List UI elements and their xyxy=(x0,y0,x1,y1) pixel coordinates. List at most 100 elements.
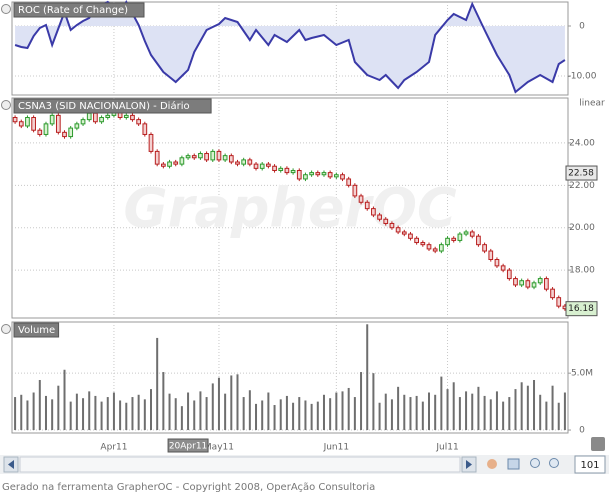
volume-bar xyxy=(329,398,332,431)
candle-body xyxy=(556,297,562,307)
candle-body xyxy=(321,172,327,176)
volume-bar xyxy=(483,395,486,431)
volume-bar xyxy=(335,392,338,431)
candle-body xyxy=(142,123,148,135)
volume-bar xyxy=(557,402,560,431)
candle-body xyxy=(74,123,80,129)
corner-button[interactable] xyxy=(591,437,605,451)
volume-bar xyxy=(526,385,529,431)
candle-body xyxy=(80,119,86,125)
candle-body xyxy=(12,116,18,123)
volume-bar xyxy=(32,392,35,431)
candle-body xyxy=(303,174,308,180)
candle-body xyxy=(99,116,104,123)
tool-icon[interactable] xyxy=(487,459,497,469)
volume-bar xyxy=(409,397,412,431)
candle-body xyxy=(414,237,419,244)
volume-bar xyxy=(495,391,498,431)
candle-body xyxy=(130,114,135,121)
volume-bar xyxy=(316,401,319,431)
volume-bar xyxy=(415,395,418,431)
scale-label: linear xyxy=(579,99,605,109)
zoom-in[interactable] xyxy=(530,458,540,468)
candle-body xyxy=(25,116,30,127)
candle-body xyxy=(185,155,191,159)
tool-icon[interactable] xyxy=(507,458,520,470)
toolbar xyxy=(487,458,559,470)
y-tick-label: 22.00 xyxy=(569,181,595,191)
candle-body xyxy=(216,150,222,161)
candle-body xyxy=(228,155,234,163)
candle-body xyxy=(49,114,55,125)
volume-bar xyxy=(434,394,437,431)
zoom-out[interactable] xyxy=(549,458,559,468)
candle-body xyxy=(191,155,197,159)
panel-title: CSNA3 (SID NACIONALON) - Diário xyxy=(18,100,190,112)
volume-bar xyxy=(20,394,23,431)
volume-bar xyxy=(446,389,449,431)
candle-body xyxy=(55,114,61,133)
volume-bar xyxy=(347,387,350,431)
volume-bar xyxy=(143,399,146,431)
volume-bar xyxy=(211,383,214,431)
volume-bar xyxy=(285,395,288,431)
candle-body xyxy=(506,269,512,280)
volume-bar xyxy=(106,397,109,431)
volume-bar xyxy=(551,385,554,431)
volume-bar xyxy=(94,395,97,431)
volume-bar xyxy=(378,402,381,431)
volume-bar xyxy=(224,393,227,431)
candle-body xyxy=(519,280,525,286)
x-tick-label: Jun11 xyxy=(323,443,350,453)
volume-panel xyxy=(11,321,569,434)
price-marker xyxy=(565,301,598,317)
volume-bar xyxy=(174,398,177,431)
candle-body xyxy=(259,163,265,169)
price-marker-label: 16.18 xyxy=(568,304,594,314)
zoom-box[interactable] xyxy=(574,455,606,474)
candle-body xyxy=(86,112,92,121)
volume-bar xyxy=(397,386,400,431)
volume-bar xyxy=(390,399,393,431)
volume-bar xyxy=(360,372,363,431)
candle-body xyxy=(401,231,407,235)
price-panel xyxy=(11,97,569,319)
volume-bar xyxy=(236,374,239,431)
volume-bar xyxy=(428,392,430,431)
volume-bar xyxy=(545,401,548,431)
volume-bar xyxy=(193,400,196,431)
panel-title-box xyxy=(13,2,145,18)
candle-body xyxy=(445,237,450,246)
volume-bar xyxy=(353,397,356,431)
candle-body xyxy=(31,116,36,131)
candle-body xyxy=(383,218,389,224)
candle-body xyxy=(278,167,284,171)
panel-button[interactable] xyxy=(1,324,11,334)
candle-body xyxy=(395,227,401,233)
panel-button[interactable] xyxy=(1,100,11,110)
x-tick-label: Jul11 xyxy=(435,443,458,453)
panel-title: Volume xyxy=(18,325,55,336)
candle-body xyxy=(488,250,494,261)
candle-body xyxy=(389,222,395,229)
volume-bar xyxy=(63,369,66,431)
zoom-value: 101 xyxy=(580,460,599,471)
candle-body xyxy=(513,278,518,286)
watermark: GrapherOC xyxy=(123,177,457,240)
candle-body xyxy=(222,155,228,161)
scroll-track[interactable] xyxy=(19,456,461,473)
volume-bar xyxy=(489,399,492,431)
volume-bar xyxy=(57,385,60,431)
volume-bar xyxy=(88,391,91,431)
panel-button[interactable] xyxy=(1,4,11,14)
volume-bar xyxy=(205,397,208,431)
y-tick-label: -10.00 xyxy=(567,72,596,82)
candle-body xyxy=(315,172,321,176)
candle-body xyxy=(43,123,49,135)
volume-bar xyxy=(156,337,159,431)
candle-body xyxy=(451,237,457,241)
volume-bar xyxy=(384,393,387,431)
candle-body xyxy=(525,280,531,288)
